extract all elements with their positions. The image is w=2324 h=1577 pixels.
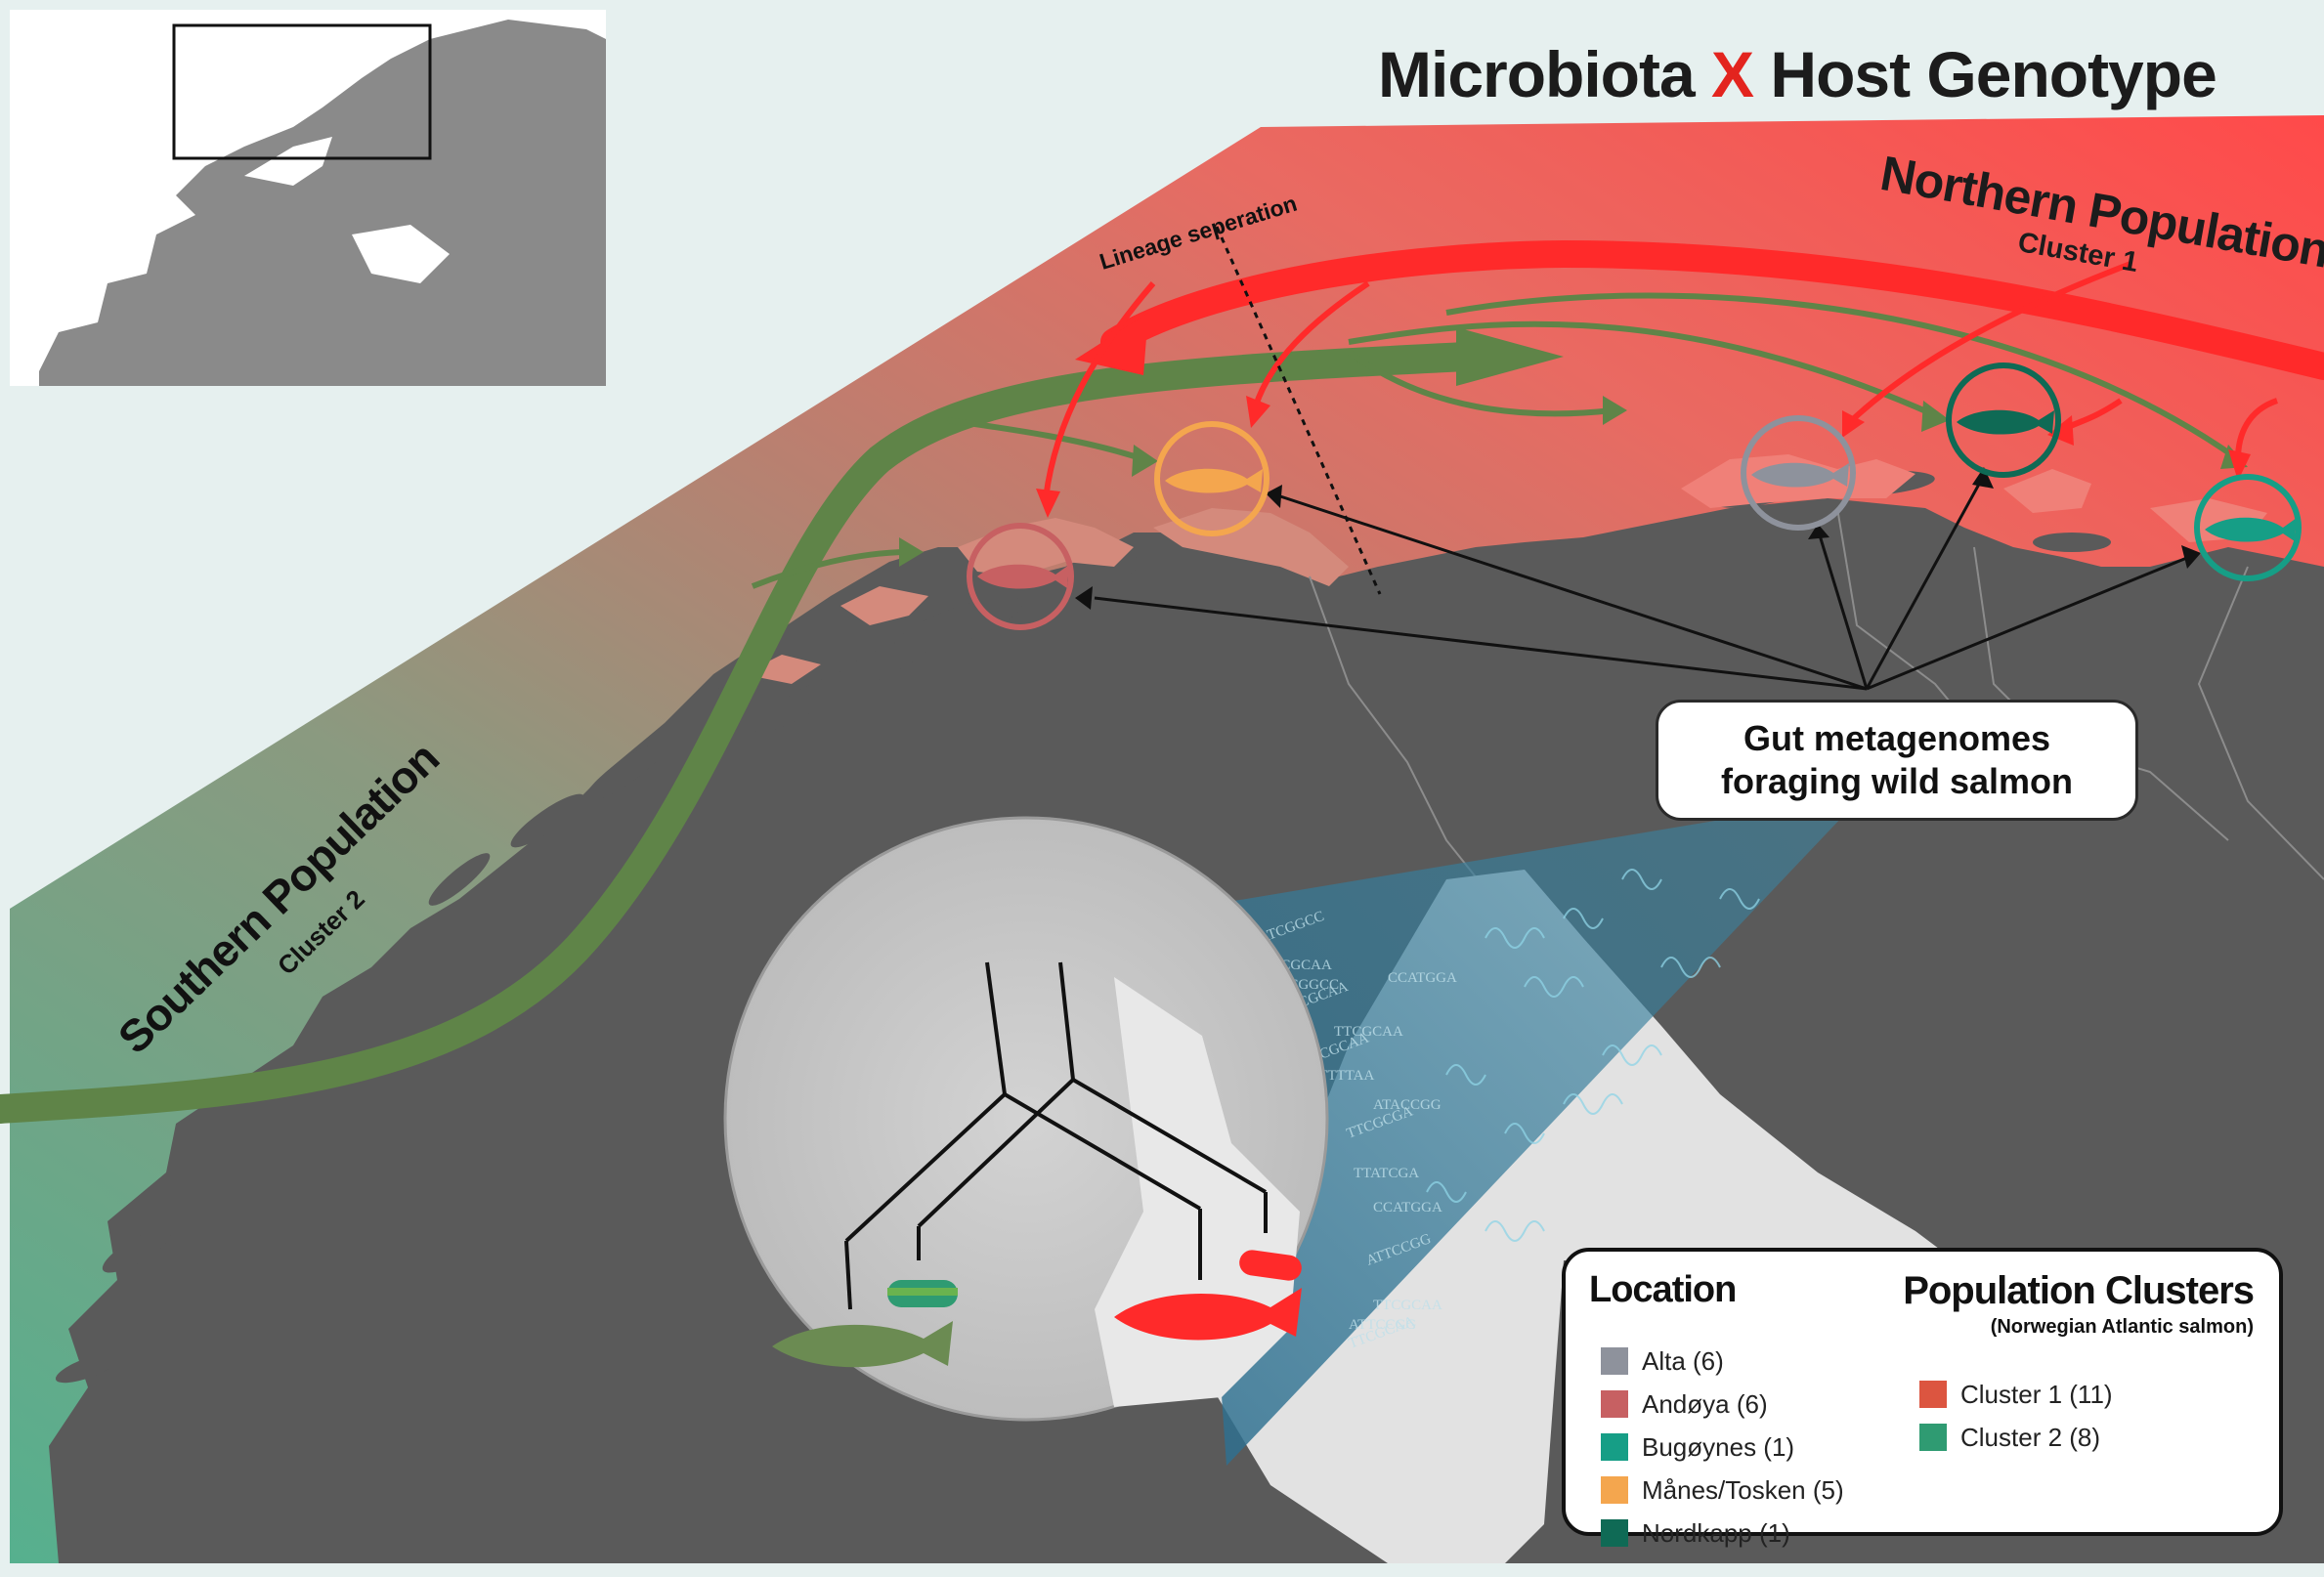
europe-inset-map [10, 10, 606, 386]
legend-label: Andøya (6) [1642, 1388, 1768, 1419]
lineage-separation-line [1215, 226, 1382, 595]
inset-focus-box [172, 23, 432, 160]
northern-population-arrow [1100, 239, 2324, 380]
metagenome-cone [1187, 796, 1862, 1466]
southern-arrow-head [1456, 327, 1564, 386]
red-bacterium-icon [1239, 1250, 1302, 1281]
green-branch-arrows [751, 292, 2240, 589]
salmon-icon [2205, 517, 2297, 542]
legend-item-manes-tosken: Månes/Tosken (5) [1601, 1469, 1844, 1512]
legend-label: Månes/Tosken (5) [1642, 1474, 1844, 1505]
site-bugoynes[interactable] [2194, 474, 2302, 581]
legend-label: Alta (6) [1642, 1345, 1724, 1376]
swatch [1601, 1433, 1628, 1461]
swatch [1919, 1381, 1947, 1408]
salmon-icon [1165, 468, 1263, 493]
legend-clusters-subtitle: (Norwegian Atlantic salmon) [1990, 1316, 2254, 1338]
legend-label: Bugøynes (1) [1642, 1431, 1795, 1462]
green-salmon-icon [772, 1321, 953, 1368]
title-right: Host Genotype [1770, 38, 2216, 110]
legend-item-cluster-1: Cluster 1 (11) [1919, 1373, 2113, 1416]
legend-item-cluster-2: Cluster 2 (8) [1919, 1416, 2113, 1459]
legend-location-title: Location [1589, 1269, 1737, 1310]
dna-sequence-text: CCATGGA [1388, 970, 1457, 986]
site-manes-tosken[interactable] [1154, 421, 1270, 536]
legend-clusters-title: Population Clusters [1903, 1269, 2255, 1312]
red-arrow-heads [1036, 396, 2251, 518]
dna-sequence-text: TTCGCAA [1334, 1024, 1403, 1040]
dna-sequence-text: ATTCCGG [1349, 1317, 1416, 1333]
red-salmon-icon [1114, 1288, 1302, 1341]
legend: Location Population Clusters (Norwegian … [1562, 1248, 2283, 1548]
swatch [1601, 1476, 1628, 1504]
dna-sequence-text: CCATGGA [1373, 1200, 1442, 1215]
dna-strands [1426, 869, 1760, 1242]
red-branch-arrows [1043, 261, 2279, 499]
legend-item-bugoynes: Bugøynes (1) [1601, 1426, 1844, 1469]
swatch [1601, 1347, 1628, 1375]
callout-line-2: foraging wild salmon [1720, 761, 2074, 801]
callout-line-1: Gut metagenomes [1743, 718, 2051, 758]
legend-cluster-list: Cluster 1 (11) Cluster 2 (8) [1919, 1373, 2113, 1459]
title-x: X [1711, 38, 1754, 110]
pointer-heads [1075, 467, 2201, 610]
salmon-icon [1957, 409, 2054, 435]
title-left: Microbiota [1378, 38, 1696, 110]
lofoten-islands [743, 508, 1349, 684]
dna-sequence-text: TTCGCAA [1373, 1298, 1442, 1313]
legend-item-andoya: Andøya (6) [1601, 1383, 1844, 1426]
green-bacterium-icon [887, 1280, 958, 1307]
site-alta[interactable] [1741, 415, 1856, 531]
dna-sequence-text: ATACCGG [1373, 1097, 1442, 1113]
legend-item-alta: Alta (6) [1601, 1340, 1844, 1383]
figure-title: Microbiota X Host Genotype [1378, 37, 2217, 111]
swatch [1601, 1519, 1628, 1547]
phylogenetic-tree [844, 961, 1268, 1310]
legend-label: Cluster 2 (8) [1960, 1422, 2101, 1452]
swatch [1601, 1390, 1628, 1418]
salmon-icon [977, 564, 1069, 589]
legend-item-nordkapp: Nordkapp (1) [1601, 1512, 1844, 1555]
northern-arrow-head [1075, 313, 1148, 375]
salmon-icon [1751, 462, 1849, 488]
site-andoya[interactable] [967, 523, 1074, 630]
metagenome-callout: Gut metagenomes foraging wild salmon [1656, 700, 2138, 821]
callout-pointers [1094, 478, 2190, 691]
site-nordkapp[interactable] [1946, 362, 2061, 478]
southern-population-arrow [0, 342, 1481, 1124]
legend-location-list: Alta (6) Andøya (6) Bugøynes (1) Månes/T… [1601, 1340, 1844, 1555]
legend-label: Nordkapp (1) [1642, 1517, 1790, 1548]
swatch [1919, 1424, 1947, 1451]
dna-sequence-text: TTATCGA [1354, 1166, 1419, 1181]
legend-label: Cluster 1 (11) [1960, 1379, 2113, 1409]
